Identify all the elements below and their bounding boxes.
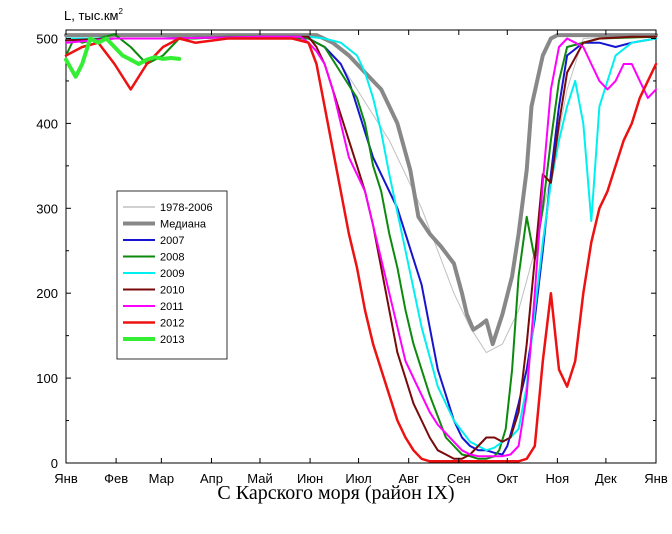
x-tick-label: Дек [595, 471, 617, 486]
x-tick-label: Авг [399, 471, 420, 486]
series-line-3 [65, 33, 657, 460]
series-layer [64, 33, 658, 463]
legend-label: 2010 [160, 285, 184, 297]
axis-layer: 0 100 200 300 400 500 Янв Фев Мар Апр Май Июн Июл Авг… [36, 30, 668, 486]
y-tick-label: 300 [36, 201, 58, 216]
y-tick-label: 200 [36, 286, 58, 301]
y-axis-label: L, тыс.км2 [64, 7, 124, 23]
legend-label: 1978-2006 [160, 202, 213, 214]
x-tick-label: Мар [149, 471, 174, 486]
series-line-8 [64, 36, 182, 79]
legend-label: 2011 [160, 301, 184, 313]
legend-label: 2008 [160, 252, 184, 264]
legend: 1978-2006 Медиана 2007 2008 2009 2010 2011 2012… [116, 190, 228, 360]
series-line-1 [64, 33, 658, 347]
x-tick-label: Ноя [546, 471, 570, 486]
x-tick-label: Июл [345, 471, 371, 486]
series-line-4 [65, 35, 657, 452]
chart-caption: С Карского моря (район IX) [217, 482, 455, 504]
y-tick-label: 100 [36, 371, 58, 386]
series-line-2 [65, 35, 657, 456]
x-tick-label: Окт [496, 471, 518, 486]
y-tick-label: 0 [51, 456, 58, 471]
y-tick-label: 500 [36, 31, 58, 46]
legend-label: 2009 [160, 268, 184, 280]
legend-box [116, 190, 228, 360]
series-line-6 [65, 35, 657, 458]
legend-label: 2012 [160, 318, 184, 330]
x-tick-label: Янв [54, 471, 78, 486]
legend-label: 2007 [160, 235, 184, 247]
x-tick-label: Фев [104, 471, 128, 486]
legend-label: Медиана [160, 219, 207, 231]
x-tick-label: Май [247, 471, 272, 486]
x-tick-label: Апр [200, 471, 223, 486]
legend-label: 2013 [160, 334, 184, 346]
series-line-7 [64, 37, 658, 463]
y-tick-label: 400 [36, 116, 58, 131]
x-tick-label: Янв [644, 471, 668, 486]
x-tick-label: Сен [447, 471, 471, 486]
x-tick-label: Июн [297, 471, 323, 486]
